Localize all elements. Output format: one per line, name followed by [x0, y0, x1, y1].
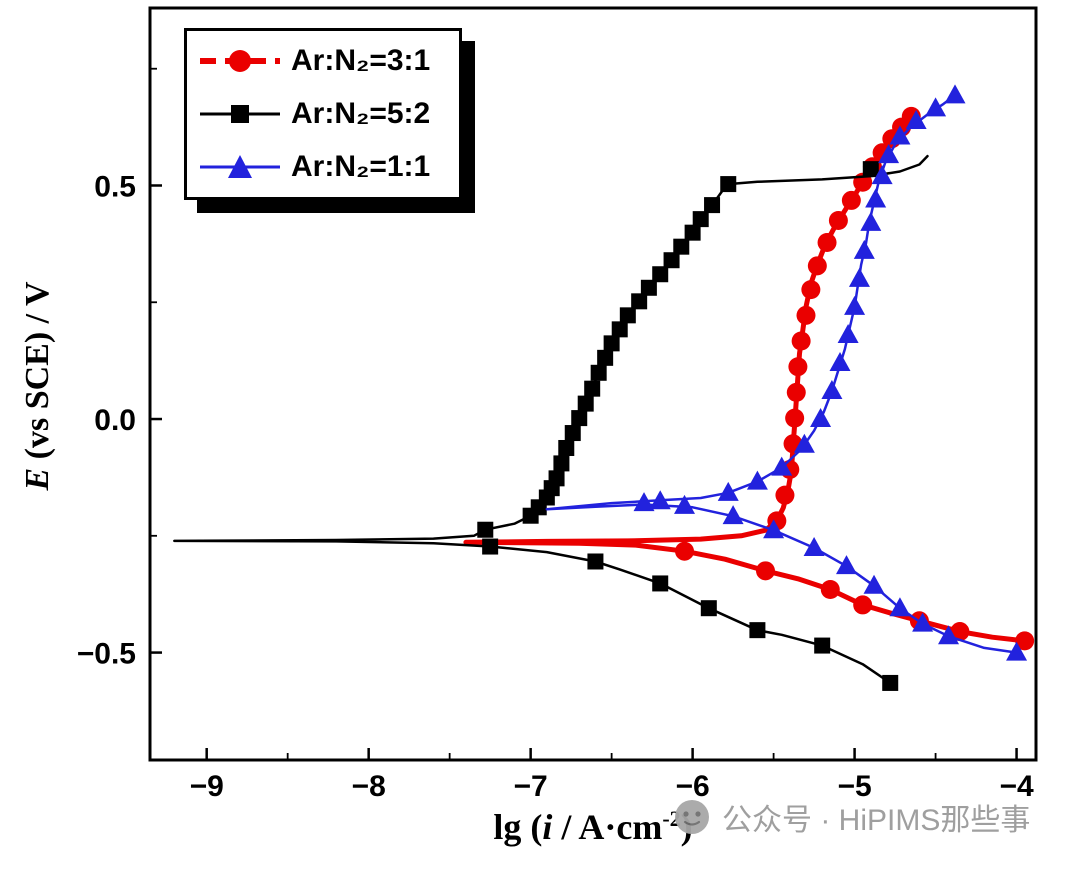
svg-text:0.0: 0.0: [94, 404, 136, 437]
y-axis-label: E (vs SCE) / V: [19, 281, 57, 490]
watermark-text: 公众号 · HiPIMS那些事: [722, 804, 1031, 837]
watermark: 公众号 · HiPIMS那些事: [672, 795, 1030, 839]
legend-item-ar-n2-5-2: Ar:N₂=5:2: [197, 88, 459, 140]
svg-text:−8: −8: [352, 770, 386, 803]
svg-text:−0.5: −0.5: [77, 638, 136, 671]
x-axis-label: lg (i / A·cm-2): [493, 806, 692, 848]
x-axis-variable: i: [542, 807, 553, 847]
svg-text:−5: −5: [837, 770, 871, 803]
y-axis-label-text: (vs SCE) / V: [19, 281, 56, 468]
legend-label: Ar:N₂=1:1: [291, 149, 431, 183]
svg-text:0.5: 0.5: [94, 170, 136, 203]
watermark-face-icon: [675, 800, 709, 834]
legend-label: Ar:N₂=3:1: [291, 44, 431, 78]
svg-text:−6: −6: [676, 770, 710, 803]
legend-item-ar-n2-3-1: Ar:N₂=3:1: [197, 35, 459, 87]
y-axis-variable: E: [19, 467, 56, 491]
red-circle-marker-icon: [200, 50, 280, 73]
black-square-marker-icon: [200, 104, 280, 123]
legend: Ar:N₂=3:1 Ar:N₂=5:2 Ar:N₂=1:1: [184, 28, 462, 200]
svg-text:−4: −4: [999, 770, 1034, 803]
legend-label: Ar:N₂=5:2: [291, 96, 431, 130]
x-axis-label-prefix: lg (: [493, 807, 543, 847]
blue-triangle-marker-icon: [200, 154, 280, 178]
x-axis-label-units: / A·cm: [552, 807, 663, 847]
svg-text:−9: −9: [190, 770, 224, 803]
legend-item-ar-n2-1-1: Ar:N₂=1:1: [197, 141, 459, 193]
svg-text:−7: −7: [514, 770, 548, 803]
